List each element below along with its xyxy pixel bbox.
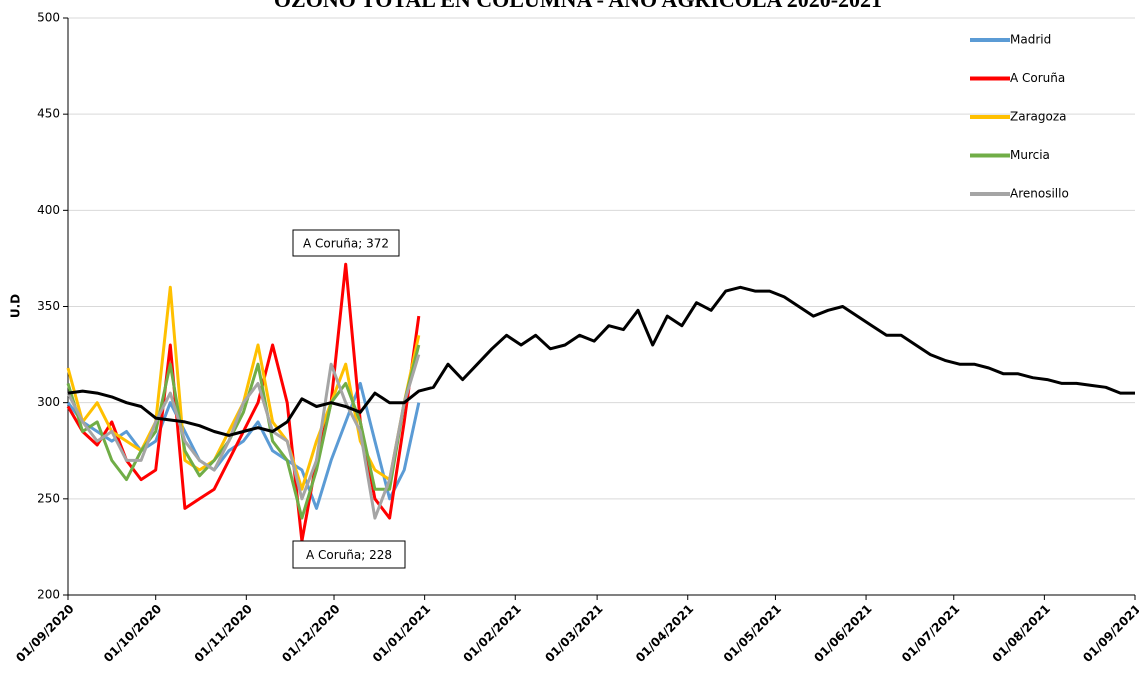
x-tick-label: 01/09/2021	[1080, 602, 1139, 665]
x-tick-label: 01/06/2021	[811, 602, 874, 665]
y-tick-label: 500	[37, 11, 60, 25]
x-tick-label: 01/01/2021	[370, 602, 433, 665]
y-tick-label: 350	[37, 299, 60, 313]
annotation-box	[292, 229, 400, 257]
y-tick-label: 300	[37, 395, 60, 409]
legend-label: Madrid	[1010, 33, 1051, 47]
y-tick-label: 200	[37, 588, 60, 602]
legend-label: Arenosillo	[1010, 187, 1069, 201]
x-tick-label: 01/04/2021	[633, 602, 696, 665]
series-line	[66, 381, 421, 510]
y-axis-label: U.D	[9, 294, 23, 318]
annotation: A Coruña; 228	[306, 548, 392, 562]
series-line	[66, 344, 421, 520]
annotation-box	[292, 540, 406, 569]
y-tick-label: 450	[37, 107, 60, 121]
x-tick-label: 01/12/2020	[279, 602, 342, 665]
y-tick-label: 400	[37, 203, 60, 217]
series-line	[67, 285, 1135, 437]
x-tick-label: 01/11/2020	[192, 602, 255, 665]
x-tick-label: 01/05/2021	[721, 602, 784, 665]
annotation: A Coruña; 372	[303, 237, 389, 251]
y-tick-label: 250	[37, 491, 60, 505]
x-tick-label: 01/09/2020	[13, 602, 76, 665]
x-tick-label: 01/07/2021	[899, 602, 962, 665]
legend-label: Murcia	[1010, 148, 1050, 162]
x-tick-label: 01/08/2021	[990, 602, 1053, 665]
legend-label: Zaragoza	[1010, 110, 1066, 124]
x-tick-label: 01/02/2021	[461, 602, 524, 665]
series-line	[66, 354, 421, 520]
legend-label: A Coruña	[1010, 71, 1065, 85]
x-tick-label: 01/10/2020	[101, 602, 164, 665]
chart-title: OZONO TOTAL EN COLUMNA - AÑO AGRÍCOLA 20…	[274, 0, 882, 12]
x-tick-label: 01/03/2021	[542, 602, 605, 665]
